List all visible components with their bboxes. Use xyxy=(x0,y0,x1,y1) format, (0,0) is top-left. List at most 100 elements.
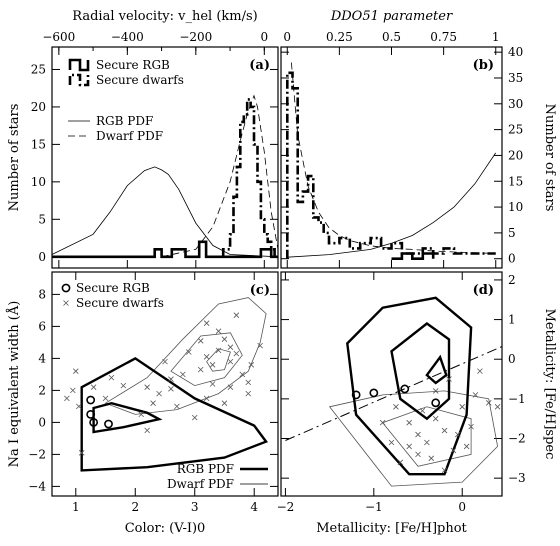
panel-d-y-axis-label: Metallicity: [Fe/H]spec xyxy=(542,309,557,460)
dwarf-point xyxy=(191,414,198,421)
panel-a-y-tick-label: 20 xyxy=(31,100,46,114)
rgb-point xyxy=(86,409,96,419)
panel-a-y-tick-label: 5 xyxy=(38,212,46,226)
dwarf-point xyxy=(248,362,255,368)
dwarf-point xyxy=(70,387,76,394)
dwarf-point xyxy=(432,415,439,422)
rgb-pdf-contour xyxy=(390,321,451,421)
dwarf-point xyxy=(221,336,228,342)
panel-a-y-tick-label: 15 xyxy=(31,137,46,151)
dwarf-point xyxy=(90,384,97,390)
dwarf-point xyxy=(397,459,404,466)
dwarf-point xyxy=(227,384,234,390)
legend-swatch xyxy=(68,58,90,72)
dwarf-pdf-contour xyxy=(328,390,499,487)
dwarf-point xyxy=(209,381,216,387)
panel-b-top-tick-label: 0.5 xyxy=(382,30,401,44)
rgb-point xyxy=(369,388,379,398)
series-rgb-pdf xyxy=(287,152,497,258)
dwarf-point xyxy=(388,439,395,446)
panel-a-top-tick-label: 0 xyxy=(260,30,268,44)
panel-c-x-tick-label: 2 xyxy=(131,500,139,514)
dwarf-point xyxy=(233,350,240,357)
dwarf-point xyxy=(168,376,174,382)
dwarf-point xyxy=(450,447,457,454)
dwarf-point xyxy=(406,419,412,426)
dwarf-point xyxy=(197,366,204,373)
legend-entry: Secure dwarfs xyxy=(76,296,164,310)
panel-c-y-axis-label: Na I equivalent width (Å) xyxy=(6,301,22,468)
panel-d-frame xyxy=(280,271,503,497)
panel-c-frame xyxy=(51,271,279,497)
dwarf-point xyxy=(455,431,461,438)
panel-b-y-tick-label: 10 xyxy=(508,200,523,214)
legend-entry: Secure dwarfs xyxy=(96,73,184,87)
panel-c-y-tick-label: 0 xyxy=(38,415,46,429)
panel-b-y-tick-label: 30 xyxy=(508,97,523,111)
dwarf-point xyxy=(64,395,70,402)
dwarf-point xyxy=(75,403,82,410)
dwarf-point xyxy=(257,342,263,349)
dwarf-point xyxy=(415,431,421,438)
legend-entry: Secure RGB xyxy=(96,58,170,72)
dwarf-point xyxy=(168,386,174,392)
panel-c-x-tick-label: 3 xyxy=(191,500,199,514)
panel-b-top-tick-label: 0.25 xyxy=(326,30,353,44)
panel-a-label: (a) xyxy=(249,58,270,73)
dwarf-point xyxy=(441,467,448,474)
dwarf-point xyxy=(120,382,127,389)
panel-a-frame xyxy=(51,46,279,269)
panel-d-y-tick-label: 1 xyxy=(508,313,516,327)
dwarf-point xyxy=(485,400,492,406)
dwarf-point xyxy=(415,451,421,458)
panel-c-x-tick-label: 4 xyxy=(250,500,258,514)
dwarf-point xyxy=(459,404,466,410)
dwarf-point xyxy=(63,300,69,306)
dwarf-point xyxy=(144,384,150,390)
dwarf-point xyxy=(379,419,386,426)
panel-b-frame xyxy=(280,46,503,269)
dwarf-point xyxy=(441,427,448,434)
panel-a-y-axis-label: Number of stars xyxy=(7,104,22,212)
rgb-point xyxy=(431,398,441,408)
rgb-point xyxy=(351,390,361,400)
dwarf-point xyxy=(162,358,168,365)
dwarf-point xyxy=(138,411,144,418)
series-dwarf-pdf xyxy=(161,94,279,258)
rgb-pdf-contour xyxy=(92,401,163,434)
dwarf-point xyxy=(186,349,192,355)
dwarf-point xyxy=(209,362,216,368)
dwarf-point xyxy=(424,439,430,446)
dwarf-point xyxy=(406,443,412,450)
dwarf-point xyxy=(432,388,439,394)
dwarf-point xyxy=(245,379,252,386)
panel-b-top-axis-label: DDO51 parameter xyxy=(330,9,453,24)
panel-b-label: (b) xyxy=(473,58,494,73)
series-rgb-pdf xyxy=(51,166,279,258)
dwarf-point xyxy=(245,390,252,397)
rgb-point xyxy=(86,395,96,405)
legend-entry: RGB PDF xyxy=(96,114,153,128)
dwarf-point xyxy=(227,358,234,365)
panel-d-x-tick-label: −2 xyxy=(277,500,295,514)
dwarf-point xyxy=(174,403,180,410)
dwarf-point xyxy=(215,328,222,334)
dwarf-point xyxy=(463,443,470,450)
panel-c-y-tick-label: 4 xyxy=(38,351,46,365)
dwarf-point xyxy=(203,395,210,402)
rgb-pdf-contour xyxy=(80,357,269,472)
panel-d-y-tick-label: −1 xyxy=(508,392,526,406)
dwarf-point xyxy=(472,392,479,398)
rgb-point xyxy=(400,384,410,394)
dwarf-point xyxy=(215,347,222,354)
series-secure-rgb xyxy=(391,252,435,260)
dwarf-point xyxy=(233,312,240,318)
legend-entry: Dwarf PDF xyxy=(167,477,234,491)
dwarf-pdf-contour xyxy=(104,297,267,415)
panel-c-y-tick-label: −4 xyxy=(28,479,46,493)
panel-c-x-tick-label: 1 xyxy=(72,500,80,514)
rgb-pdf-contour xyxy=(425,354,448,385)
dwarf-point xyxy=(419,407,426,414)
panel-b-y-tick-label: 35 xyxy=(508,71,523,85)
panel-d-y-tick-label: −2 xyxy=(508,432,526,446)
